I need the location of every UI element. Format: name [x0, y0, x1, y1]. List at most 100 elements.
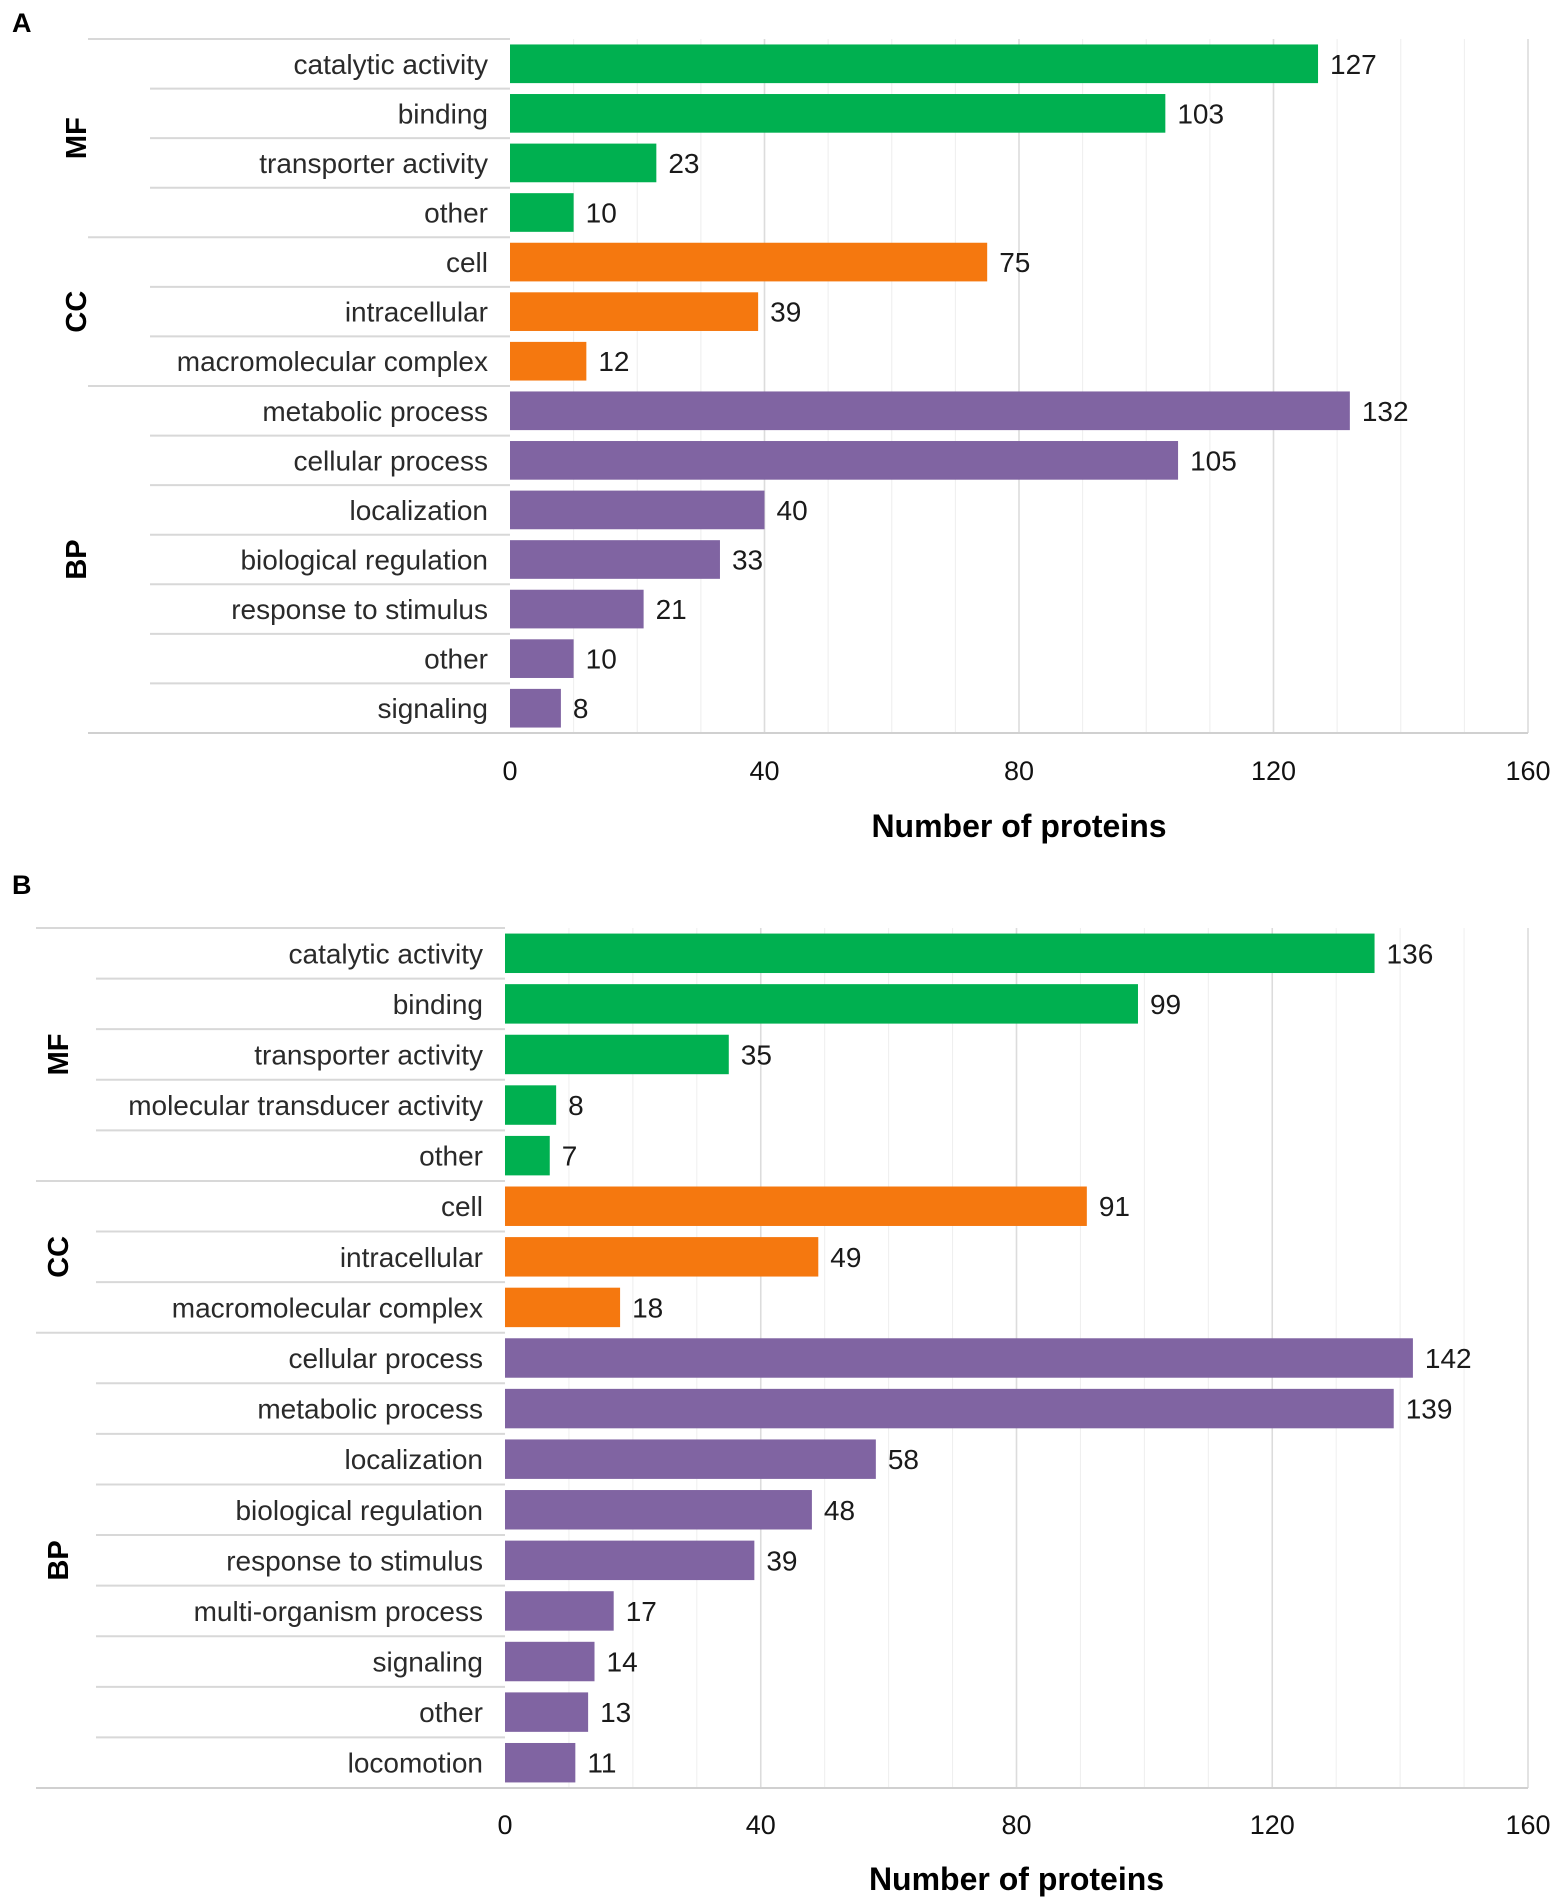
- bar: [510, 639, 574, 678]
- panel-b: B 136 catalytic activity 99 binding 35 transp…: [0, 860, 1562, 1904]
- category-label: metabolic process: [257, 1394, 483, 1425]
- data-label: 8: [568, 1090, 584, 1121]
- category-label: cell: [446, 247, 488, 278]
- data-label: 39: [766, 1545, 797, 1576]
- chart-a: 127 catalytic activity 103 binding 23 transpo…: [61, 38, 1551, 844]
- category-label: biological regulation: [235, 1495, 483, 1526]
- group-label: CC: [61, 291, 93, 333]
- category-label: biological regulation: [240, 545, 488, 576]
- bar: [505, 1490, 812, 1530]
- category-label: localization: [344, 1444, 483, 1475]
- data-label: 49: [830, 1242, 861, 1273]
- data-label: 14: [607, 1647, 638, 1678]
- data-label: 10: [586, 644, 617, 675]
- bar: [505, 933, 1375, 974]
- bar: [510, 540, 720, 579]
- group-label: CC: [43, 1236, 75, 1278]
- bar: [505, 1641, 595, 1682]
- data-label: 139: [1406, 1394, 1453, 1425]
- bar: [505, 1034, 729, 1075]
- tick-label: 120: [1251, 756, 1296, 786]
- x-axis-title: Number of proteins: [871, 808, 1166, 844]
- bar: [510, 292, 759, 331]
- bar: [510, 193, 574, 232]
- panel-a: A 127 catalytic activity 103 binding 23 trans…: [0, 0, 1562, 860]
- data-label: 91: [1099, 1191, 1130, 1222]
- category-label: binding: [393, 989, 483, 1020]
- bar: [510, 391, 1350, 431]
- category-label: other: [424, 644, 488, 675]
- data-label: 17: [626, 1596, 657, 1627]
- panel-letter: B: [12, 870, 32, 900]
- bar: [505, 1338, 1413, 1378]
- group-label: BP: [61, 539, 93, 579]
- x-axis-title: Number of proteins: [869, 1861, 1164, 1897]
- data-label: 58: [888, 1444, 919, 1475]
- bar: [505, 1388, 1394, 1429]
- bar: [510, 242, 988, 282]
- data-label: 13: [600, 1697, 631, 1728]
- bar: [505, 1186, 1087, 1226]
- group-label: MF: [61, 117, 93, 159]
- bar: [510, 441, 1179, 480]
- data-label: 39: [770, 297, 801, 328]
- data-label: 21: [656, 594, 687, 625]
- bar: [505, 984, 1138, 1024]
- data-label: 132: [1362, 396, 1409, 427]
- category-label: other: [419, 1697, 483, 1728]
- data-label: 8: [573, 693, 589, 724]
- data-label: 10: [586, 198, 617, 229]
- data-label: 136: [1387, 938, 1434, 969]
- tick-label: 80: [1004, 756, 1034, 786]
- category-label: other: [424, 198, 488, 229]
- data-label: 40: [777, 495, 808, 526]
- bar: [505, 1287, 621, 1328]
- tick-label: 40: [749, 756, 779, 786]
- category-label: other: [419, 1141, 483, 1172]
- data-label: 23: [668, 148, 699, 179]
- data-label: 12: [598, 346, 629, 377]
- bar: [505, 1135, 550, 1176]
- bar: [510, 490, 765, 530]
- data-label: 35: [741, 1039, 772, 1070]
- category-label: transporter activity: [254, 1039, 483, 1070]
- category-label: intracellular: [345, 297, 488, 328]
- bar: [510, 94, 1166, 133]
- data-label: 18: [632, 1292, 663, 1323]
- category-label: locomotion: [348, 1748, 483, 1779]
- category-label: signaling: [377, 693, 488, 724]
- data-label: 105: [1190, 445, 1237, 476]
- bar: [510, 143, 657, 183]
- tick-label: 120: [1250, 1810, 1295, 1840]
- bar: [505, 1237, 819, 1277]
- tick-label: 0: [497, 1810, 512, 1840]
- category-label: signaling: [372, 1647, 483, 1678]
- category-label: response to stimulus: [226, 1545, 483, 1576]
- category-label: macromolecular complex: [172, 1292, 483, 1323]
- bar: [505, 1742, 576, 1783]
- group-label: BP: [43, 1540, 75, 1580]
- bar: [505, 1692, 589, 1732]
- bar: [510, 341, 587, 381]
- category-label: localization: [349, 495, 488, 526]
- tick-label: 160: [1505, 1810, 1550, 1840]
- category-label: metabolic process: [262, 396, 488, 427]
- chart-b: 136 catalytic activity 99 binding 35 transpor…: [36, 927, 1551, 1897]
- category-label: transporter activity: [259, 148, 488, 179]
- bar: [510, 44, 1319, 84]
- category-label: molecular transducer activity: [128, 1090, 483, 1121]
- bar: [505, 1540, 755, 1581]
- data-label: 103: [1177, 98, 1224, 129]
- data-label: 127: [1330, 49, 1377, 80]
- data-label: 142: [1425, 1343, 1472, 1374]
- category-label: catalytic activity: [294, 49, 489, 80]
- category-label: binding: [398, 98, 488, 129]
- tick-label: 0: [502, 756, 517, 786]
- bar: [510, 688, 561, 728]
- data-label: 99: [1150, 989, 1181, 1020]
- bar: [510, 589, 644, 629]
- category-label: intracellular: [340, 1242, 483, 1273]
- category-label: macromolecular complex: [177, 346, 488, 377]
- tick-label: 40: [746, 1810, 776, 1840]
- data-label: 75: [999, 247, 1030, 278]
